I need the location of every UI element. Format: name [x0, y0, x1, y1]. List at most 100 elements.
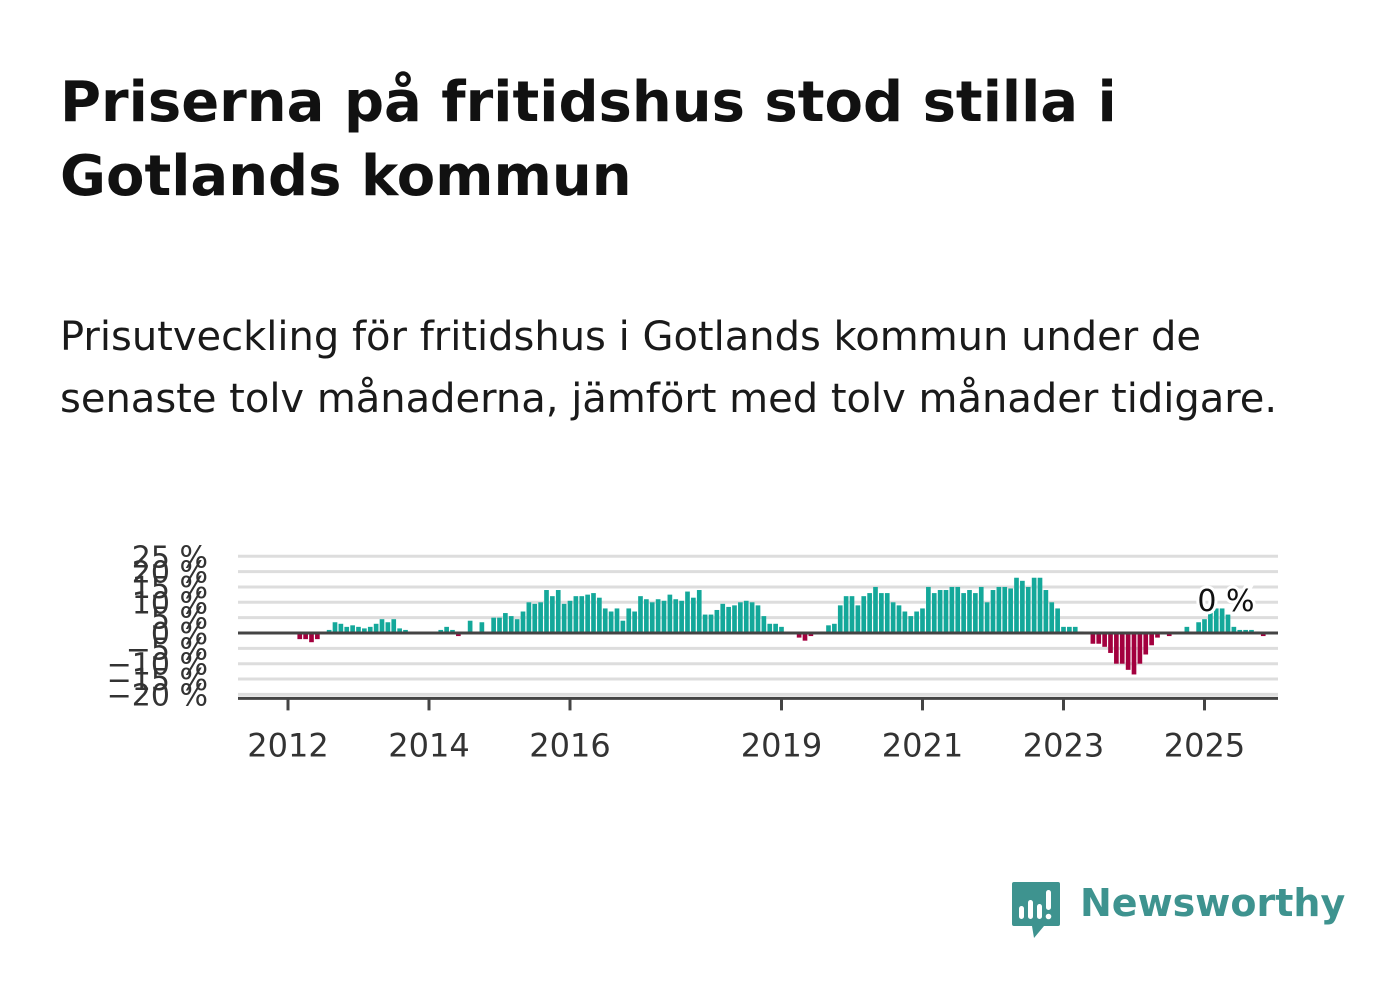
bar: [597, 597, 602, 633]
bar: [779, 626, 784, 633]
bar: [732, 605, 737, 633]
y-tick-label: 20 %: [132, 556, 208, 591]
bar: [520, 611, 526, 633]
bar: [1131, 633, 1137, 675]
bar: [849, 596, 855, 633]
bar: [544, 590, 549, 633]
bar: [1114, 633, 1119, 664]
bar: [491, 617, 496, 633]
bar: [591, 593, 596, 633]
y-tick-label: 0 %: [151, 617, 208, 652]
bar: [767, 623, 773, 633]
bar: [1219, 608, 1225, 633]
newsworthy-logo: Newsworthy: [1010, 878, 1345, 942]
bar: [890, 602, 896, 633]
bar: [1061, 626, 1066, 633]
bar: [837, 605, 843, 633]
bar: [526, 602, 532, 633]
bar: [696, 590, 702, 633]
bar: [902, 611, 908, 633]
bar: [602, 608, 608, 633]
bar: [644, 599, 649, 633]
bar: [379, 619, 385, 633]
bar: [1049, 602, 1055, 633]
bar: [649, 602, 655, 633]
bar: [297, 633, 303, 640]
bar: [920, 608, 925, 633]
bar: [755, 605, 761, 633]
bar: [1155, 633, 1160, 638]
page-title: Priserna på fritidshus stod stilla i Got…: [60, 70, 1117, 209]
bar: [326, 629, 332, 633]
bar: [861, 596, 867, 633]
bar: [503, 613, 508, 633]
bar: [1231, 626, 1237, 633]
bar: [879, 593, 884, 633]
bar: [315, 633, 320, 640]
bar: [978, 586, 984, 633]
bar: [555, 590, 561, 633]
bar: [749, 602, 755, 633]
bar: [391, 619, 397, 633]
bar: [456, 633, 461, 637]
bar: [908, 616, 914, 633]
bar: [1067, 626, 1072, 633]
bars: [297, 577, 1266, 675]
bar: [867, 593, 872, 633]
bar: [303, 633, 308, 640]
bar: [943, 590, 949, 633]
bar: [743, 600, 749, 633]
bar: [961, 593, 966, 633]
x-tick-label: 2019: [741, 726, 822, 764]
bar: [1166, 633, 1172, 637]
end-value-label: 0 %: [1197, 584, 1254, 619]
bar: [726, 606, 731, 633]
bar: [1202, 619, 1207, 633]
bar: [949, 586, 955, 633]
bar: [1072, 626, 1078, 633]
bar: [567, 600, 573, 633]
bar: [679, 600, 684, 633]
bar: [356, 626, 361, 633]
y-tick-label: −15 %: [107, 663, 208, 698]
bar: [550, 596, 555, 633]
bar: [884, 593, 890, 633]
bar: [990, 590, 996, 633]
bar: [1125, 633, 1131, 670]
bar: [796, 633, 802, 638]
y-tick-label: 10 %: [132, 586, 208, 621]
bar: [955, 586, 961, 633]
x-tick-label: 2021: [882, 726, 963, 764]
bar: [608, 611, 614, 633]
bar: [708, 614, 714, 633]
bar: [832, 623, 837, 633]
bar: [984, 602, 990, 633]
bar: [632, 611, 637, 633]
bar: [1196, 622, 1201, 633]
y-tick-label: −10 %: [107, 648, 208, 683]
newsworthy-bar-chart-icon: [1012, 882, 1060, 938]
bar: [996, 586, 1002, 633]
bar: [638, 596, 643, 633]
bar: [896, 605, 902, 633]
bar: [673, 599, 679, 633]
bar: [385, 622, 391, 633]
bar: [585, 594, 590, 634]
bar: [514, 619, 520, 633]
y-tick-label: −20 %: [107, 678, 208, 713]
bar: [808, 633, 814, 637]
bar: [843, 596, 849, 633]
bar: [873, 586, 878, 633]
bar: [573, 596, 579, 633]
bar: [620, 620, 626, 633]
bar: [614, 608, 620, 633]
bar: [1213, 608, 1219, 633]
bar: [479, 622, 485, 633]
bar: [497, 617, 502, 633]
y-tick-label: 25 %: [132, 540, 208, 575]
bar: [1143, 633, 1149, 655]
bar: [538, 602, 543, 633]
bar: [450, 629, 455, 633]
bar: [579, 596, 585, 633]
bar: [1090, 633, 1096, 644]
